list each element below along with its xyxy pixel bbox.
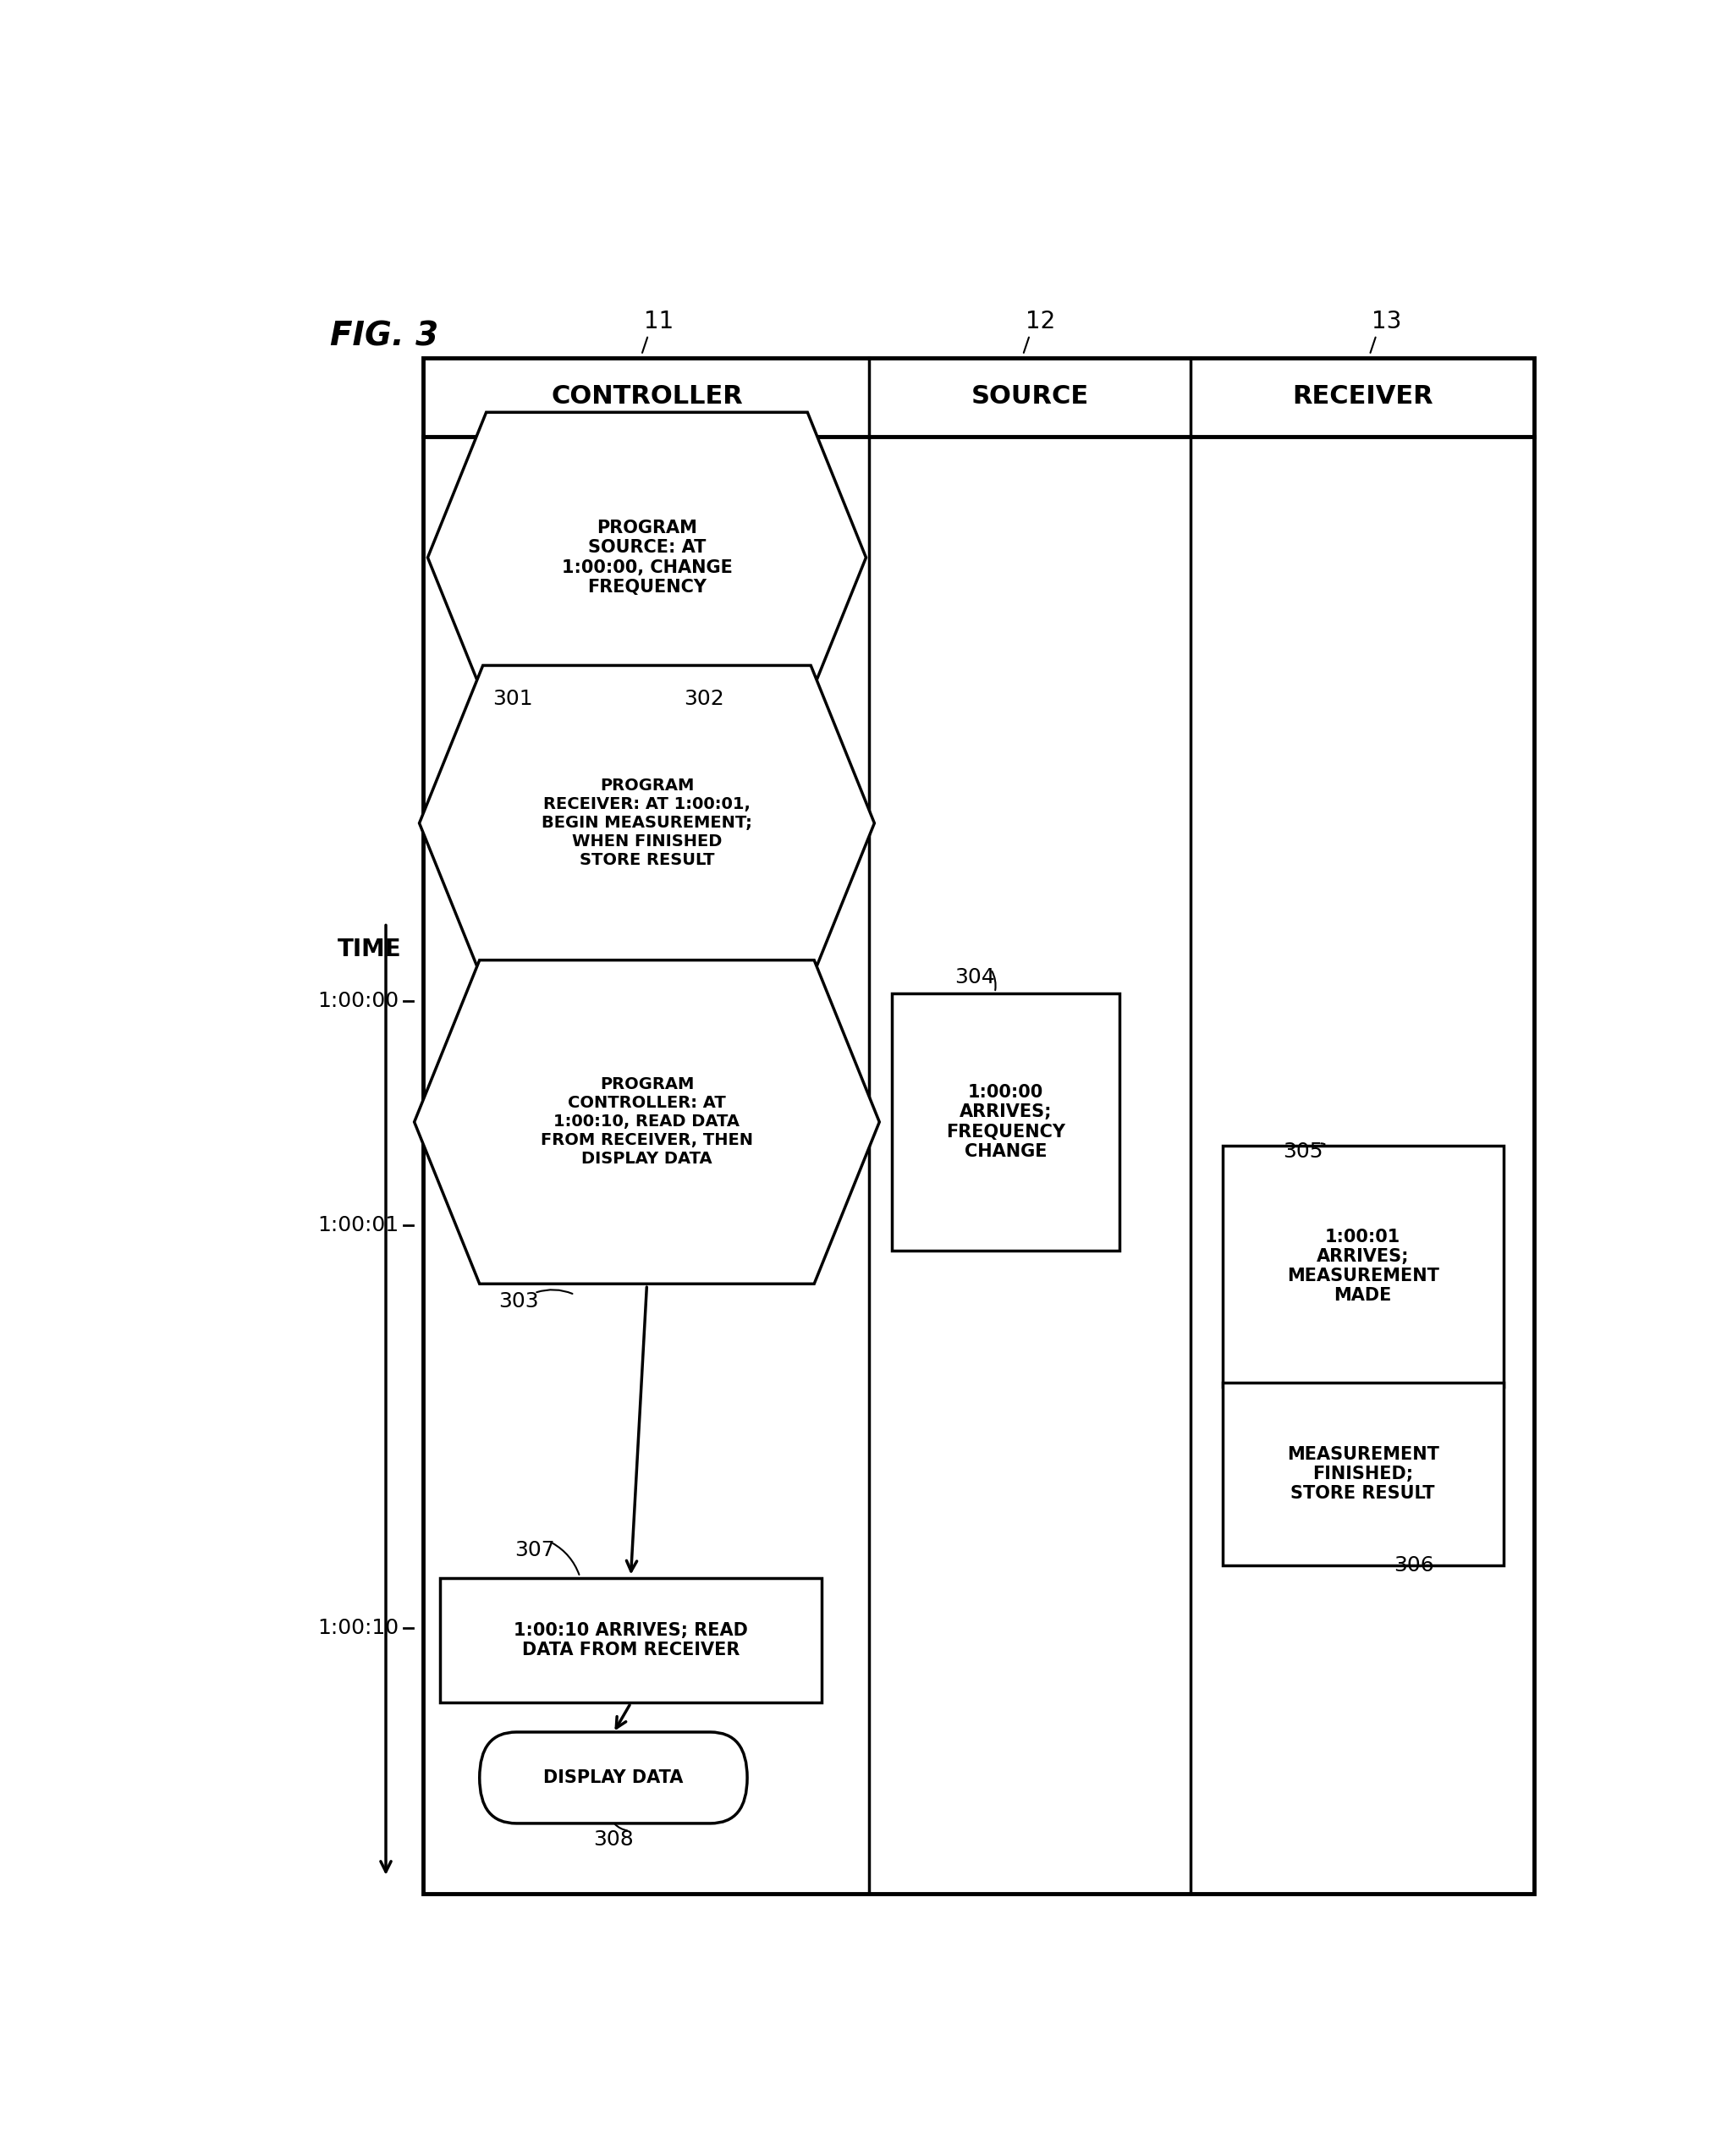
Text: FIG. 3: FIG. 3 [330,321,439,354]
Text: 1:00:01
ARRIVES;
MEASUREMENT
MADE: 1:00:01 ARRIVES; MEASUREMENT MADE [1287,1229,1439,1304]
Polygon shape [414,959,879,1283]
Text: 308: 308 [592,1828,634,1850]
Text: 1:00:10: 1:00:10 [318,1619,399,1639]
Text: 12: 12 [1026,310,1055,334]
Text: DISPLAY DATA: DISPLAY DATA [544,1770,684,1785]
Text: PROGRAM
SOURCE: AT
1:00:00, CHANGE
FREQUENCY: PROGRAM SOURCE: AT 1:00:00, CHANGE FREQU… [561,520,732,595]
Text: 1:00:00: 1:00:00 [318,990,399,1011]
FancyBboxPatch shape [440,1578,822,1703]
Text: 1:00:00
ARRIVES;
FREQUENCY
CHANGE: 1:00:00 ARRIVES; FREQUENCY CHANGE [946,1084,1066,1160]
Text: 302: 302 [684,688,725,709]
Text: 306: 306 [1394,1554,1433,1576]
Text: 13: 13 [1371,310,1402,334]
Text: SOURCE: SOURCE [971,384,1088,410]
FancyBboxPatch shape [1223,1382,1504,1565]
Text: 304: 304 [955,968,995,987]
Text: 1:00:01: 1:00:01 [318,1214,399,1235]
Text: TIME: TIME [338,938,402,962]
Text: PROGRAM
RECEIVER: AT 1:00:01,
BEGIN MEASUREMENT;
WHEN FINISHED
STORE RESULT: PROGRAM RECEIVER: AT 1:00:01, BEGIN MEAS… [542,778,753,869]
FancyBboxPatch shape [1223,1147,1504,1386]
Text: PROGRAM
CONTROLLER: AT
1:00:10, READ DATA
FROM RECEIVER, THEN
DISPLAY DATA: PROGRAM CONTROLLER: AT 1:00:10, READ DAT… [541,1076,753,1166]
Polygon shape [420,666,874,981]
Text: 301: 301 [492,688,534,709]
Text: 305: 305 [1283,1143,1323,1162]
Text: 1:00:10 ARRIVES; READ
DATA FROM RECEIVER: 1:00:10 ARRIVES; READ DATA FROM RECEIVER [513,1621,748,1658]
Text: 11: 11 [644,310,674,334]
Text: 307: 307 [515,1539,554,1561]
Text: RECEIVER: RECEIVER [1292,384,1433,410]
Polygon shape [428,412,865,703]
FancyBboxPatch shape [480,1731,748,1824]
FancyBboxPatch shape [891,994,1119,1250]
Text: CONTROLLER: CONTROLLER [551,384,743,410]
Text: MEASUREMENT
FINISHED;
STORE RESULT: MEASUREMENT FINISHED; STORE RESULT [1287,1447,1439,1503]
Text: 303: 303 [497,1291,539,1311]
